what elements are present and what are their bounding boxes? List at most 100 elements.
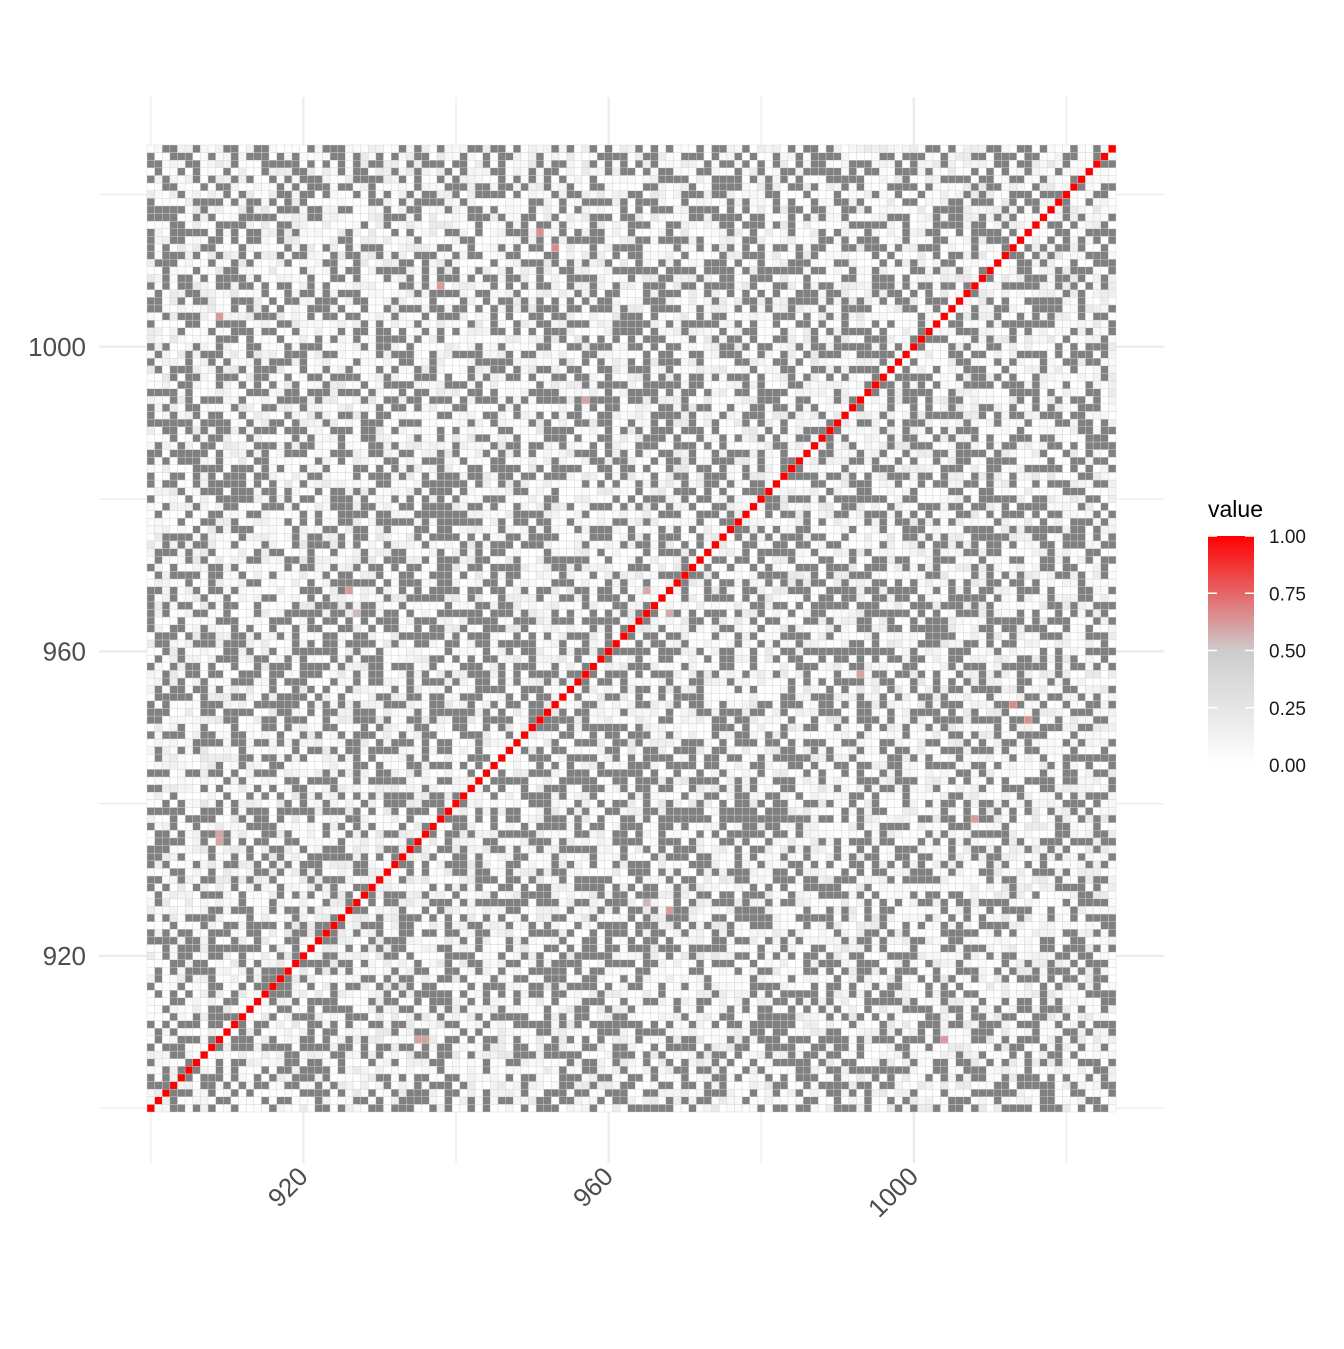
heatmap-cell [223, 335, 231, 343]
heatmap-cell [170, 815, 178, 823]
heatmap-cell [261, 373, 269, 381]
heatmap-cell [429, 838, 437, 846]
heatmap-cell [239, 305, 247, 313]
heatmap-cell [261, 472, 269, 480]
heatmap-cell [368, 480, 376, 488]
heatmap-cell [246, 457, 254, 465]
heatmap-cell [185, 861, 193, 869]
heatmap-cell [406, 868, 414, 876]
heatmap-cell [322, 944, 330, 952]
heatmap-cell [414, 747, 422, 755]
heatmap-cell [185, 815, 193, 823]
heatmap-cell [330, 998, 338, 1006]
heatmap-cell [231, 1036, 239, 1044]
heatmap-cell [391, 556, 399, 564]
heatmap-cell [322, 1036, 330, 1044]
heatmap-cell [170, 609, 178, 617]
heatmap-cell [406, 1059, 414, 1067]
heatmap-cell [261, 290, 269, 298]
heatmap-cell [155, 214, 163, 222]
heatmap-cell [223, 632, 231, 640]
heatmap-cell [376, 815, 384, 823]
heatmap-cell [261, 960, 269, 968]
heatmap-cell [178, 724, 186, 732]
heatmap-cell [406, 175, 414, 183]
heatmap-cell [322, 846, 330, 854]
heatmap-cell [330, 564, 338, 572]
heatmap-cell [239, 724, 247, 732]
heatmap-cell [345, 906, 353, 914]
heatmap-cell [170, 632, 178, 640]
heatmap-cell [422, 274, 430, 282]
heatmap-cell [422, 731, 430, 739]
heatmap-cell [185, 686, 193, 694]
heatmap-cell [414, 290, 422, 298]
heatmap-cell [322, 175, 330, 183]
heatmap-cell [338, 853, 346, 861]
heatmap-cell [437, 617, 445, 625]
heatmap-cell [406, 457, 414, 465]
heatmap-cell [437, 472, 445, 480]
heatmap-cell [376, 1097, 384, 1105]
heatmap-cell [322, 823, 330, 831]
heatmap-cell [322, 526, 330, 534]
heatmap-cell [300, 609, 308, 617]
heatmap-cell [315, 297, 323, 305]
heatmap-cell [422, 922, 430, 930]
heatmap-cell [178, 168, 186, 176]
heatmap-cell [208, 389, 216, 397]
heatmap-cell [300, 1082, 308, 1090]
heatmap-cell [422, 434, 430, 442]
heatmap-cell [193, 343, 201, 351]
heatmap-cell [231, 267, 239, 275]
heatmap-cell [300, 533, 308, 541]
heatmap-cell [231, 686, 239, 694]
heatmap-cell [208, 625, 216, 633]
heatmap-cell [384, 617, 392, 625]
heatmap-cell [399, 1028, 407, 1036]
heatmap-cell [330, 632, 338, 640]
heatmap-cell [322, 404, 330, 412]
heatmap-cell [162, 914, 170, 922]
heatmap-cell [399, 670, 407, 678]
heatmap-cell [330, 929, 338, 937]
heatmap-cell [208, 861, 216, 869]
heatmap-cell [338, 267, 346, 275]
heatmap-cell [178, 1021, 186, 1029]
heatmap-cell [239, 480, 247, 488]
heatmap-cell [193, 686, 201, 694]
heatmap-cell [185, 579, 193, 587]
heatmap-cell [345, 632, 353, 640]
heatmap-cell [277, 549, 285, 557]
heatmap-cell [193, 427, 201, 435]
heatmap-cell [269, 922, 277, 930]
heatmap-cell [322, 434, 330, 442]
heatmap-cell [345, 815, 353, 823]
heatmap-cell [277, 632, 285, 640]
heatmap-cell [422, 853, 430, 861]
heatmap-cell [269, 160, 277, 168]
heatmap-cell [414, 450, 422, 458]
heatmap-cell [361, 922, 369, 930]
heatmap-cell [315, 937, 323, 945]
heatmap-cell [216, 335, 224, 343]
heatmap-cell [322, 396, 330, 404]
heatmap-cell [147, 564, 155, 572]
heatmap-cell [322, 670, 330, 678]
heatmap-cell [315, 990, 323, 998]
heatmap-cell [292, 396, 300, 404]
heatmap-cell [200, 396, 208, 404]
heatmap-cell [269, 214, 277, 222]
heatmap-cell [315, 244, 323, 252]
heatmap-cell [178, 396, 186, 404]
heatmap-cell [269, 1021, 277, 1029]
heatmap-cell [330, 198, 338, 206]
heatmap-cell [277, 389, 285, 397]
heatmap-cell [330, 769, 338, 777]
heatmap-cell [292, 670, 300, 678]
heatmap-cell [368, 937, 376, 945]
heatmap-cell [155, 777, 163, 785]
heatmap-cell [307, 373, 315, 381]
heatmap-cell [284, 465, 292, 473]
heatmap-cell [437, 785, 445, 793]
